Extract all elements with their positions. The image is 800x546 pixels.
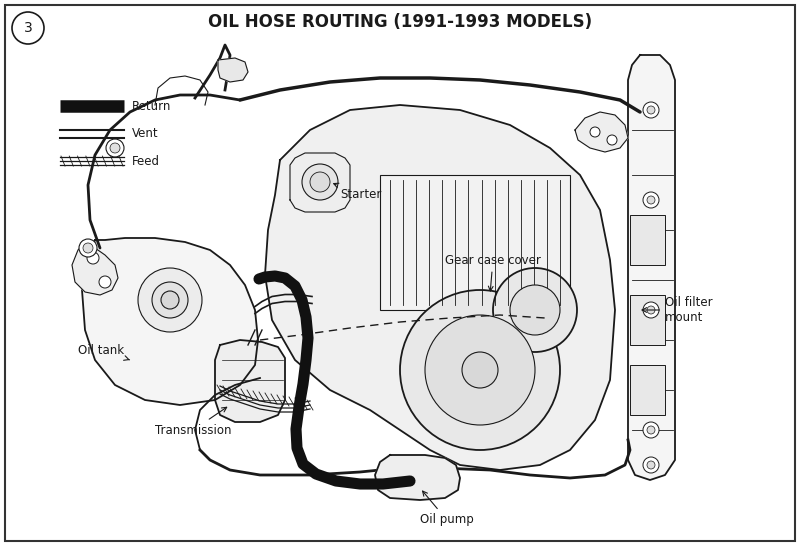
Polygon shape: [265, 105, 615, 470]
Circle shape: [138, 268, 202, 332]
Circle shape: [99, 276, 111, 288]
Bar: [380, 175, 570, 310]
Circle shape: [310, 172, 330, 192]
Circle shape: [462, 352, 498, 388]
Circle shape: [647, 306, 655, 314]
Circle shape: [643, 302, 659, 318]
Text: OIL HOSE ROUTING (1991-1993 MODELS): OIL HOSE ROUTING (1991-1993 MODELS): [208, 13, 592, 31]
Circle shape: [590, 127, 600, 137]
Circle shape: [643, 102, 659, 118]
Circle shape: [647, 426, 655, 434]
Text: Oil pump: Oil pump: [420, 491, 474, 526]
Text: Starter: Starter: [334, 183, 382, 201]
Circle shape: [87, 252, 99, 264]
Circle shape: [643, 457, 659, 473]
Circle shape: [152, 282, 188, 318]
Circle shape: [425, 315, 535, 425]
Circle shape: [400, 290, 560, 450]
Polygon shape: [82, 238, 258, 405]
Circle shape: [106, 139, 124, 157]
Circle shape: [79, 239, 97, 257]
Circle shape: [161, 291, 179, 309]
Polygon shape: [218, 58, 248, 82]
Text: Vent: Vent: [132, 127, 158, 140]
Text: Transmission: Transmission: [155, 407, 231, 436]
Text: Gear case cover: Gear case cover: [445, 253, 541, 291]
Bar: [630, 215, 665, 265]
Circle shape: [607, 135, 617, 145]
Circle shape: [493, 268, 577, 352]
Polygon shape: [290, 153, 350, 212]
Polygon shape: [215, 340, 285, 422]
Polygon shape: [375, 455, 460, 500]
Text: Feed: Feed: [132, 155, 160, 168]
Polygon shape: [575, 112, 628, 152]
Circle shape: [647, 461, 655, 469]
Circle shape: [643, 422, 659, 438]
Text: Return: Return: [132, 100, 171, 113]
Bar: [630, 295, 665, 345]
Text: 3: 3: [24, 21, 32, 35]
Circle shape: [83, 243, 93, 253]
Polygon shape: [72, 240, 118, 295]
Circle shape: [110, 143, 120, 153]
Polygon shape: [628, 55, 675, 480]
Circle shape: [510, 285, 560, 335]
Circle shape: [643, 192, 659, 208]
Circle shape: [302, 164, 338, 200]
Circle shape: [647, 196, 655, 204]
Text: Oil tank: Oil tank: [78, 343, 130, 360]
Circle shape: [647, 106, 655, 114]
Bar: [630, 365, 665, 415]
Text: Oil filter
mount: Oil filter mount: [642, 296, 713, 324]
